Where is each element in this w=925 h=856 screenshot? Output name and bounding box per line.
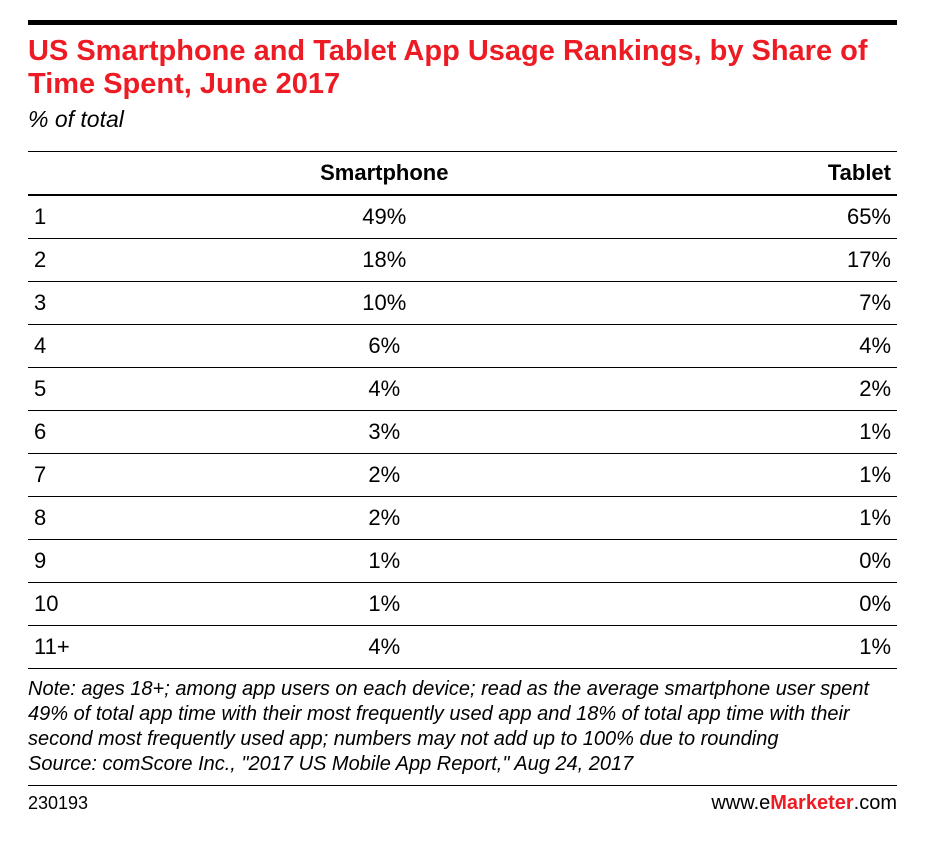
cell-tablet: 65% (584, 195, 897, 239)
table-row: 101%0% (28, 582, 897, 625)
cell-tablet: 0% (584, 539, 897, 582)
chart-note: Note: ages 18+; among app users on each … (28, 677, 897, 752)
cell-rank: 3 (28, 281, 184, 324)
table-header-row: Smartphone Tablet (28, 151, 897, 195)
cell-rank: 6 (28, 410, 184, 453)
table-row: 72%1% (28, 453, 897, 496)
cell-rank: 11+ (28, 625, 184, 668)
cell-smartphone: 3% (184, 410, 584, 453)
cell-smartphone: 49% (184, 195, 584, 239)
cell-tablet: 4% (584, 324, 897, 367)
table-row: 11+4%1% (28, 625, 897, 668)
cell-smartphone: 4% (184, 367, 584, 410)
footer-brand: www.eMarketer.com (711, 792, 897, 815)
cell-tablet: 1% (584, 453, 897, 496)
chart-source: Source: comScore Inc., "2017 US Mobile A… (28, 752, 897, 777)
column-header-rank (28, 151, 184, 195)
cell-rank: 5 (28, 367, 184, 410)
footer-brand-suffix: .com (854, 792, 897, 814)
cell-rank: 7 (28, 453, 184, 496)
cell-tablet: 0% (584, 582, 897, 625)
table-row: 46%4% (28, 324, 897, 367)
table-row: 91%0% (28, 539, 897, 582)
cell-rank: 1 (28, 195, 184, 239)
cell-rank: 4 (28, 324, 184, 367)
cell-rank: 9 (28, 539, 184, 582)
cell-tablet: 17% (584, 238, 897, 281)
cell-smartphone: 10% (184, 281, 584, 324)
cell-smartphone: 1% (184, 539, 584, 582)
chart-title: US Smartphone and Tablet App Usage Ranki… (28, 35, 897, 102)
cell-tablet: 1% (584, 410, 897, 453)
cell-tablet: 7% (584, 281, 897, 324)
cell-smartphone: 1% (184, 582, 584, 625)
footer-id: 230193 (28, 793, 88, 814)
bottom-rule (28, 785, 897, 786)
table-row: 149%65% (28, 195, 897, 239)
chart-container: US Smartphone and Tablet App Usage Ranki… (0, 0, 925, 835)
chart-footer: 230193 www.eMarketer.com (28, 792, 897, 815)
cell-tablet: 1% (584, 496, 897, 539)
footer-brand-e: e (759, 792, 770, 814)
cell-tablet: 2% (584, 367, 897, 410)
top-rule (28, 20, 897, 25)
table-row: 218%17% (28, 238, 897, 281)
table-row: 63%1% (28, 410, 897, 453)
table-row: 54%2% (28, 367, 897, 410)
cell-smartphone: 2% (184, 496, 584, 539)
table-row: 310%7% (28, 281, 897, 324)
chart-subtitle: % of total (28, 106, 897, 133)
cell-rank: 8 (28, 496, 184, 539)
data-table: Smartphone Tablet 149%65%218%17%310%7%46… (28, 151, 897, 669)
cell-rank: 2 (28, 238, 184, 281)
cell-smartphone: 18% (184, 238, 584, 281)
cell-tablet: 1% (584, 625, 897, 668)
cell-smartphone: 2% (184, 453, 584, 496)
cell-smartphone: 6% (184, 324, 584, 367)
column-header-tablet: Tablet (584, 151, 897, 195)
column-header-smartphone: Smartphone (184, 151, 584, 195)
cell-smartphone: 4% (184, 625, 584, 668)
cell-rank: 10 (28, 582, 184, 625)
footer-brand-marketer: Marketer (770, 792, 853, 814)
table-row: 82%1% (28, 496, 897, 539)
footer-brand-prefix: www. (711, 792, 759, 814)
